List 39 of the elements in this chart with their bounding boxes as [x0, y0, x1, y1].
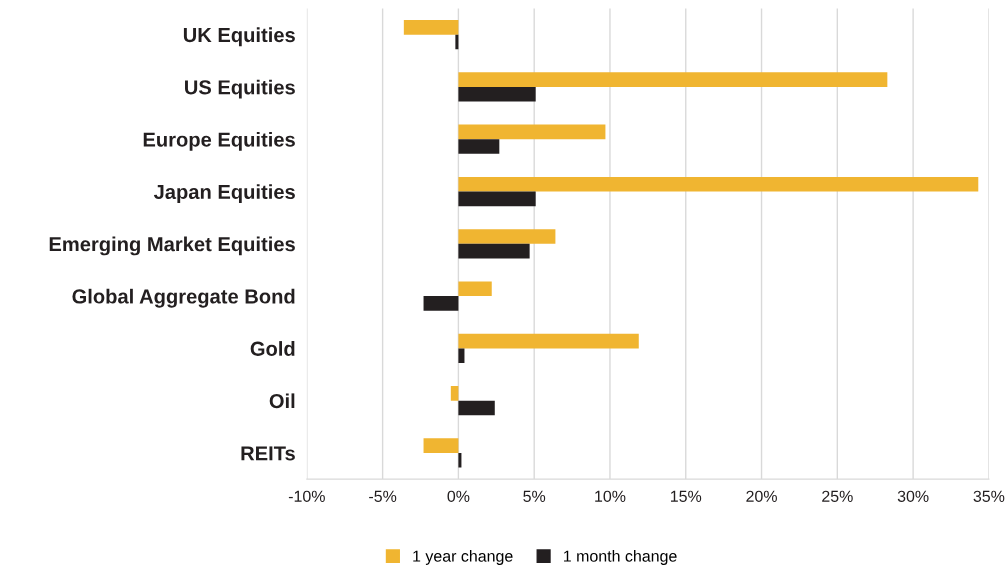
bar: [458, 86, 536, 102]
y-tick-label: Emerging Market Equities: [49, 236, 295, 256]
bar: [458, 348, 465, 364]
bar: [403, 20, 459, 35]
x-tick-label: 15%: [670, 490, 702, 502]
bar: [455, 34, 459, 50]
legend-label: 1 month change: [564, 550, 677, 565]
x-tick-label: 20%: [746, 490, 777, 502]
bar: [458, 243, 530, 259]
bar: [458, 229, 556, 244]
bar: [458, 281, 492, 297]
bar: [458, 176, 979, 192]
y-tick-label: Oil: [269, 393, 295, 409]
bar: [450, 386, 459, 401]
x-tick-label: -5%: [369, 490, 397, 502]
x-tick-label: 30%: [897, 490, 929, 502]
bar: [458, 139, 500, 154]
bar: [458, 452, 462, 468]
y-tick-label: Gold: [250, 341, 295, 356]
x-tick-label: 5%: [523, 490, 546, 502]
bar: [458, 333, 639, 349]
y-tick-label: Global Aggregate Bond: [72, 288, 295, 308]
y-tick-label: Japan Equities: [153, 184, 295, 203]
x-tick-label: 0%: [447, 490, 470, 502]
bar: [458, 124, 606, 140]
x-tick-label: -10%: [288, 490, 325, 502]
y-tick-label: REITs: [241, 446, 295, 461]
bar: [423, 296, 459, 311]
y-tick-label: UK Equities: [183, 27, 295, 47]
x-tick-label: 25%: [822, 490, 853, 502]
legend-label: 1 year change: [413, 550, 513, 565]
bar: [458, 72, 888, 87]
bar: [458, 400, 495, 416]
bar: [423, 438, 459, 453]
x-tick-label: 35%: [973, 490, 1005, 502]
y-tick-label: Europe Equities: [143, 131, 295, 151]
y-tick-label: US Equities: [185, 79, 295, 99]
bar: [458, 191, 536, 207]
x-tick-label: 10%: [595, 490, 626, 502]
